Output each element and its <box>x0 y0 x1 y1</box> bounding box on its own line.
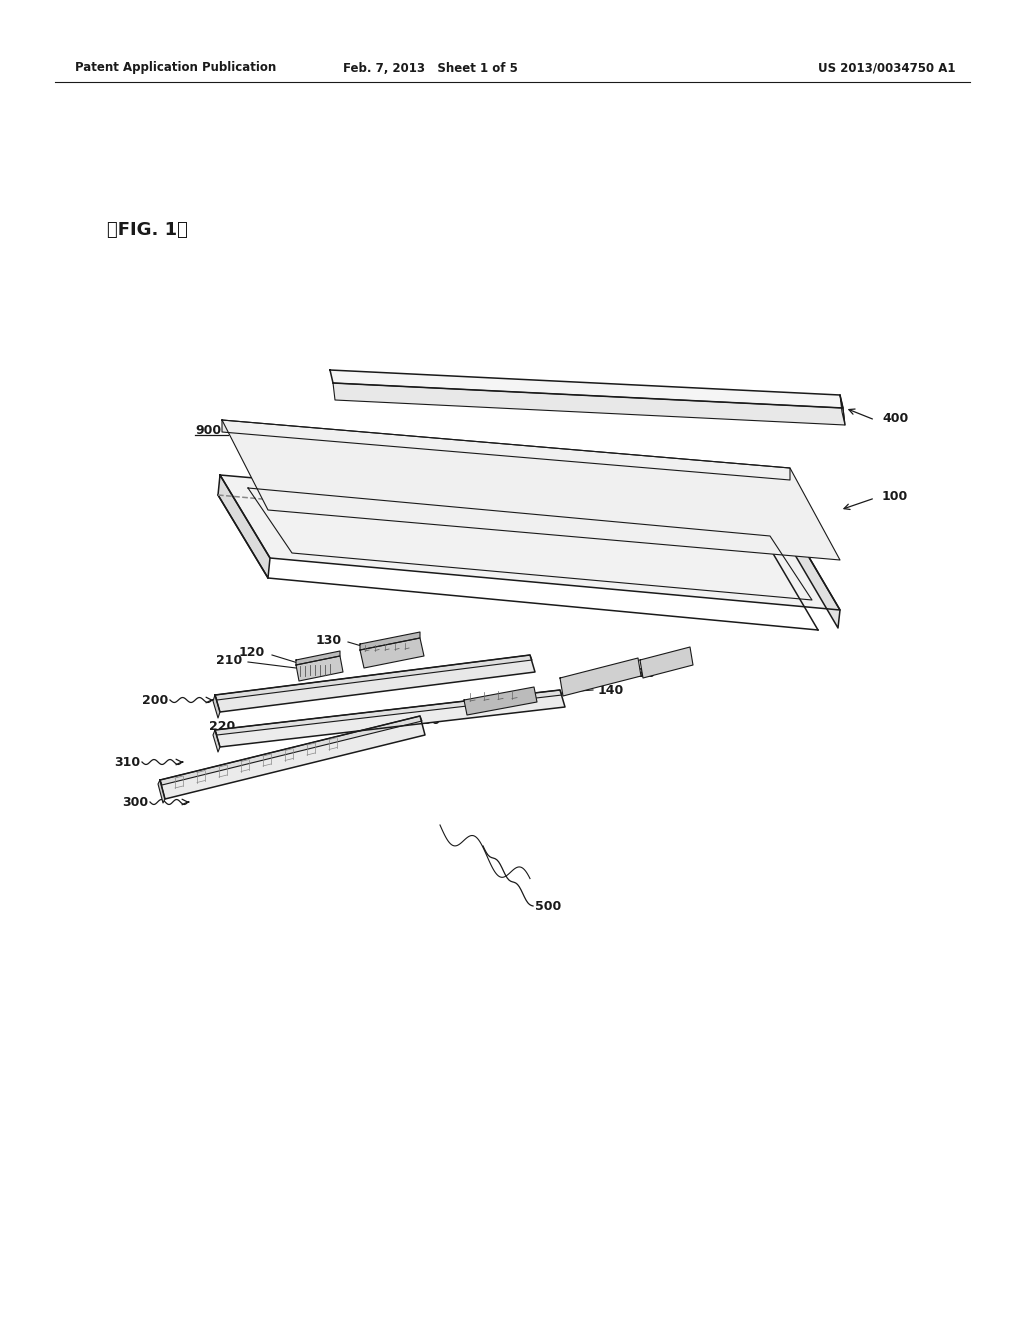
Polygon shape <box>215 655 535 711</box>
Polygon shape <box>840 395 845 425</box>
Polygon shape <box>160 715 425 799</box>
Polygon shape <box>296 656 343 681</box>
Polygon shape <box>220 475 840 610</box>
Text: 110: 110 <box>630 667 656 680</box>
Text: 900: 900 <box>195 424 221 437</box>
Polygon shape <box>360 638 424 668</box>
Polygon shape <box>333 383 845 425</box>
Text: 500: 500 <box>535 899 561 912</box>
Text: 230: 230 <box>414 714 440 726</box>
Polygon shape <box>222 420 840 560</box>
Text: 120: 120 <box>239 647 265 660</box>
Text: 130: 130 <box>315 634 342 647</box>
Text: Patent Application Publication: Patent Application Publication <box>75 62 276 74</box>
Polygon shape <box>360 632 420 649</box>
Polygon shape <box>215 655 532 700</box>
Text: 【FIG. 1】: 【FIG. 1】 <box>106 220 187 239</box>
Polygon shape <box>222 420 790 480</box>
Text: 300: 300 <box>122 796 148 808</box>
Polygon shape <box>213 696 220 718</box>
Polygon shape <box>213 730 220 752</box>
Polygon shape <box>215 690 562 735</box>
Polygon shape <box>215 690 565 747</box>
Text: 100: 100 <box>882 490 908 503</box>
Polygon shape <box>218 475 270 578</box>
Text: 210: 210 <box>216 653 242 667</box>
Polygon shape <box>160 715 422 785</box>
Polygon shape <box>788 525 840 628</box>
Polygon shape <box>640 647 693 678</box>
Text: 140: 140 <box>598 684 625 697</box>
Polygon shape <box>330 370 843 408</box>
Polygon shape <box>560 657 641 696</box>
Text: Feb. 7, 2013   Sheet 1 of 5: Feb. 7, 2013 Sheet 1 of 5 <box>343 62 517 74</box>
Polygon shape <box>158 780 165 803</box>
Text: 400: 400 <box>882 412 908 425</box>
Text: 200: 200 <box>141 693 168 706</box>
Polygon shape <box>296 651 340 665</box>
Text: 220: 220 <box>209 719 234 733</box>
Text: US 2013/0034750 A1: US 2013/0034750 A1 <box>817 62 955 74</box>
Polygon shape <box>464 686 537 715</box>
Text: 310: 310 <box>114 755 140 768</box>
